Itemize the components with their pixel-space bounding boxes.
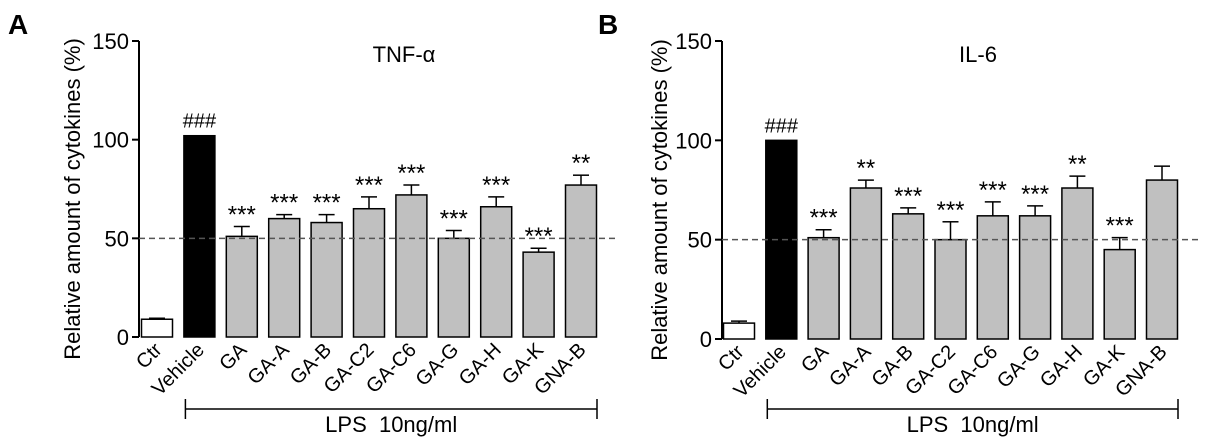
bar-ga-b [310,221,343,338]
bar-ga [807,236,840,340]
y-axis-label: Relative amount of cytokines (%) [60,38,85,360]
bar-ga-c2 [352,207,386,338]
bar-vehicle [183,134,216,338]
x-tick-label: GA-H [455,339,506,390]
y-tick-label: 50 [105,226,129,251]
significance-label: *** [397,160,425,187]
bar-ga-g [437,237,471,338]
x-tick-label: GA-G [412,339,464,391]
y-tick-label: 50 [688,228,712,253]
significance-label: ** [1068,151,1087,178]
bar-ga-b [891,213,925,340]
significance-label: *** [979,177,1007,204]
significance-label: *** [270,190,298,217]
chart-title: TNF-α [373,42,436,67]
bar-ga-h [1061,187,1094,340]
x-tick-label: Ctr [132,339,167,374]
significance-label: *** [525,223,553,250]
significance-label: *** [355,172,383,199]
bar-gna-b [1145,179,1179,340]
bar-ctr [722,322,756,340]
y-axis-label: Relative amount of cytokines (%) [647,39,672,361]
y-tick-label: 0 [700,327,712,352]
x-tick-label: GA-A [244,339,295,390]
bar-vehicle [765,139,798,340]
bar-ga-c6 [395,194,428,338]
bar-ga-c6 [976,215,1010,340]
significance-label: ### [183,111,217,133]
chart-title: IL-6 [959,42,997,67]
bar-ga [225,235,259,338]
x-tick-label: GA-A [825,341,876,392]
significance-label: *** [228,201,256,228]
significance-label: ### [765,115,799,137]
significance-label: *** [1106,213,1134,240]
bar-ga-h [479,206,513,338]
y-tick-label: 100 [675,128,712,153]
panel-label: A [8,9,28,40]
bar-ga-k [522,251,555,338]
significance-label: *** [810,205,838,232]
significance-label: *** [313,190,341,217]
significance-label: *** [482,172,510,199]
y-tick-label: 0 [117,325,129,350]
significance-label: *** [440,205,468,232]
x-tick-label: GA-H [1036,341,1087,392]
y-tick-label: 150 [675,29,712,54]
y-tick-label: 100 [92,128,129,153]
bar-ga-c2 [934,238,967,340]
x-tick-label: GA-G [993,341,1045,393]
significance-label: ** [572,150,591,177]
panel-b: B IL-6 Relative amount of cytokines (%) 0 50… [598,9,1200,437]
bar-ga-a [849,187,883,340]
bar-gna-b [564,184,598,338]
panel-label: B [598,9,618,40]
bar-ga-k [1103,248,1136,340]
panel-a: A TNF-α Relative amount of cytokines (%) 0 5… [8,9,619,437]
y-tick-label: 150 [92,29,129,54]
bar-ga-g [1018,215,1052,340]
bar-ctr [140,318,174,338]
lps-bracket-label: LPS 10ng/ml [907,412,1039,437]
significance-label: *** [936,197,964,224]
lps-bracket-label: LPS 10ng/ml [325,412,457,437]
x-tick-label: Ctr [714,341,749,376]
significance-label: ** [857,155,876,182]
significance-label: *** [894,183,922,210]
significance-label: *** [1021,181,1049,208]
bar-ga-a [267,217,301,338]
